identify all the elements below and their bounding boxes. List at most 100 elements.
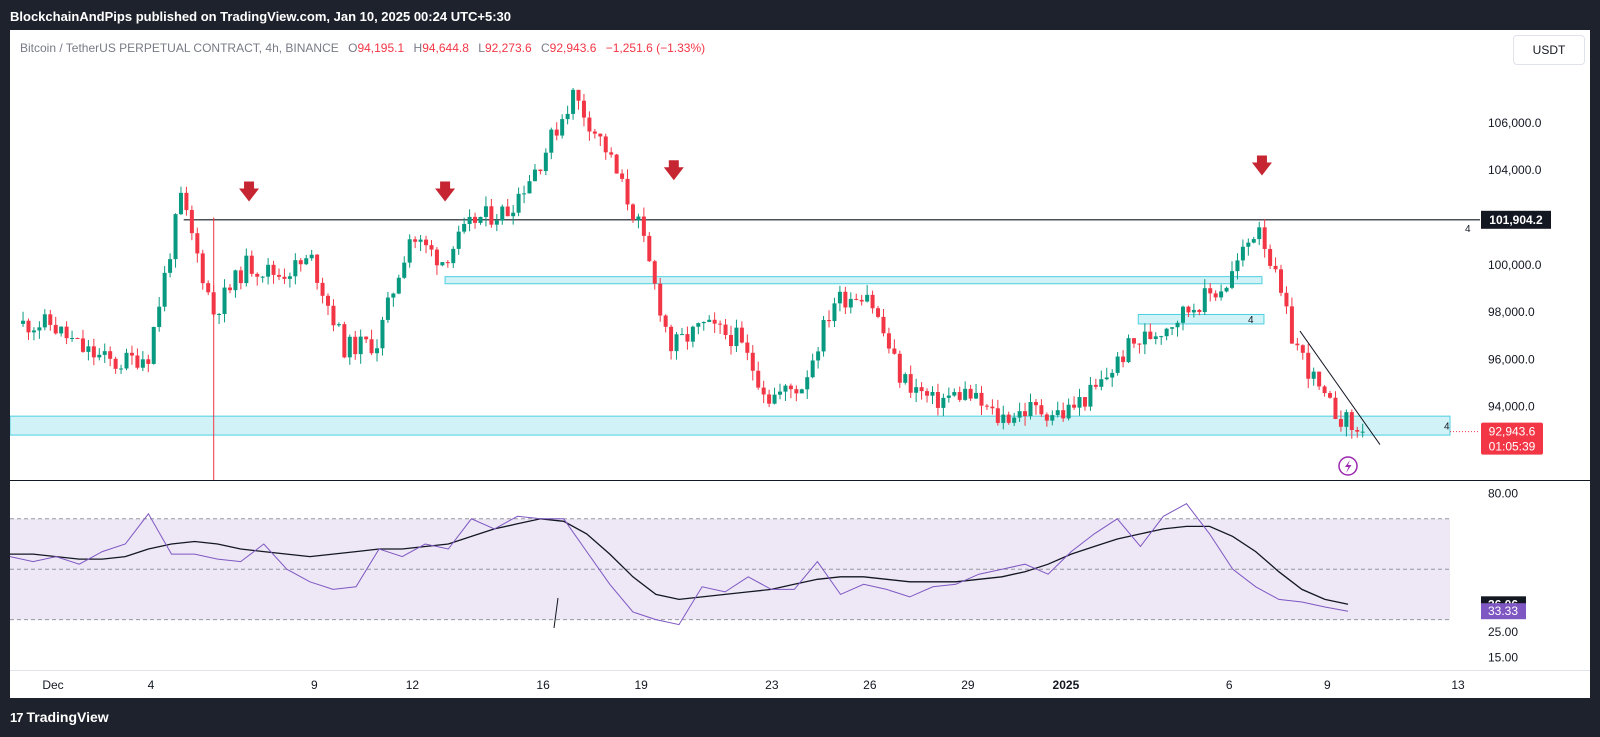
candle-body-14: [97, 354, 102, 358]
candle-body-129: [723, 324, 728, 336]
candle-body-32: [195, 233, 200, 254]
candle-body-194: [1077, 397, 1082, 408]
candle-body-128: [718, 323, 723, 325]
candle-body-36: [217, 313, 222, 315]
candle-body-39: [233, 270, 238, 291]
candle-body-146: [816, 351, 821, 361]
candle-body-70: [402, 262, 407, 278]
candle-body-27: [168, 259, 173, 273]
close-value: 92,943.6: [549, 41, 597, 55]
time-tick-5: 19: [634, 678, 648, 692]
candle-body-61: [353, 336, 358, 355]
candle-body-29: [178, 192, 183, 215]
candle-body-101: [571, 89, 576, 114]
candle-body-28: [173, 214, 178, 260]
candle-body-140: [783, 385, 788, 392]
candle-body-3: [37, 327, 42, 331]
candle-body-84: [478, 216, 483, 223]
brand-name: TradingView: [26, 709, 109, 725]
rsi-tick-1: 25.00: [1488, 625, 1518, 639]
candle-body-143: [799, 389, 804, 394]
candle-body-110: [620, 173, 625, 179]
candle-body-89: [505, 206, 510, 217]
rsi-tick-0: 80.00: [1488, 487, 1518, 501]
candle-body-164: [914, 387, 919, 393]
sell-arrow-icon-1: [435, 181, 456, 202]
candle-body-7: [59, 326, 64, 334]
chart-panel[interactable]: 444106,000.0104,000.0102,000.0100,000.09…: [10, 30, 1590, 698]
candle-body-138: [772, 394, 777, 404]
time-tick-11: 9: [1324, 678, 1331, 692]
candle-body-149: [832, 303, 837, 322]
candle-body-87: [494, 220, 499, 225]
candle-body-147: [821, 319, 826, 352]
candle-body-225: [1246, 242, 1251, 247]
candle-body-64: [369, 339, 374, 354]
candle-body-90: [511, 212, 516, 217]
candle-body-117: [658, 283, 663, 316]
lightning-bolt-icon: [1345, 460, 1352, 473]
tradingview-logo-icon: 17: [10, 710, 24, 725]
candle-body-109: [614, 154, 619, 174]
candle-body-186: [1033, 402, 1038, 406]
candle-body-100: [565, 113, 570, 120]
candle-body-188: [1044, 414, 1049, 421]
publisher-header: BlockchainAndPips published on TradingVi…: [0, 0, 1600, 30]
rsi-tag: [1481, 603, 1526, 620]
sell-arrow-icon-3: [1251, 155, 1272, 176]
candle-body-215: [1191, 309, 1196, 313]
close-key: C: [541, 41, 550, 55]
candle-body-200: [1110, 372, 1115, 378]
candle-body-136: [761, 387, 766, 395]
candle-body-234: [1295, 343, 1300, 346]
candle-body-242: [1338, 419, 1343, 427]
candle-body-183: [1017, 411, 1022, 418]
candle-body-41: [244, 255, 249, 284]
candle-body-79: [451, 248, 456, 264]
candle-body-35: [211, 292, 216, 315]
candle-body-184: [1023, 411, 1028, 417]
candle-body-216: [1197, 309, 1202, 313]
candle-body-232: [1284, 292, 1289, 307]
candle-body-122: [685, 334, 690, 342]
consolidation-zone-badge: 4: [1248, 315, 1254, 326]
candle-body-1: [26, 320, 31, 333]
candle-body-120: [674, 334, 679, 352]
candle-body-47: [276, 274, 281, 277]
candle-body-181: [1006, 414, 1011, 423]
candle-body-42: [249, 255, 254, 274]
candle-body-195: [1082, 397, 1087, 407]
candle-body-156: [870, 294, 875, 309]
candle-body-241: [1333, 397, 1338, 420]
candle-body-153: [854, 298, 859, 300]
tradingview-logo[interactable]: 17 TradingView: [10, 709, 109, 725]
candle-body-212: [1175, 322, 1180, 328]
candle-body-202: [1121, 356, 1126, 363]
candle-body-34: [206, 283, 211, 293]
candle-body-56: [326, 295, 331, 306]
candle-body-189: [1050, 415, 1055, 421]
candle-body-43: [255, 273, 260, 277]
candle-body-6: [53, 324, 58, 334]
candle-body-165: [919, 387, 924, 392]
price-tick-3: 100,000.0: [1488, 258, 1542, 272]
candle-body-220: [1219, 291, 1224, 298]
candle-body-179: [995, 408, 1000, 423]
candle-body-208: [1153, 336, 1158, 339]
price-chart[interactable]: 444106,000.0104,000.0102,000.0100,000.09…: [10, 30, 1590, 698]
candle-body-30: [184, 192, 189, 211]
demand-zone: [10, 415, 1451, 436]
candle-body-113: [636, 216, 641, 220]
candle-body-175: [974, 392, 979, 399]
currency-button[interactable]: USDT: [1513, 35, 1585, 65]
candle-body-94: [532, 169, 537, 182]
candle-body-21: [135, 355, 140, 368]
candle-body-103: [581, 100, 586, 118]
candle-body-161: [897, 353, 902, 383]
candle-body-67: [385, 297, 390, 320]
time-tick-6: 23: [765, 678, 779, 692]
candle-body-207: [1148, 331, 1153, 339]
candle-body-176: [979, 392, 984, 406]
candle-body-65: [375, 348, 380, 354]
candle-body-226: [1251, 239, 1256, 243]
